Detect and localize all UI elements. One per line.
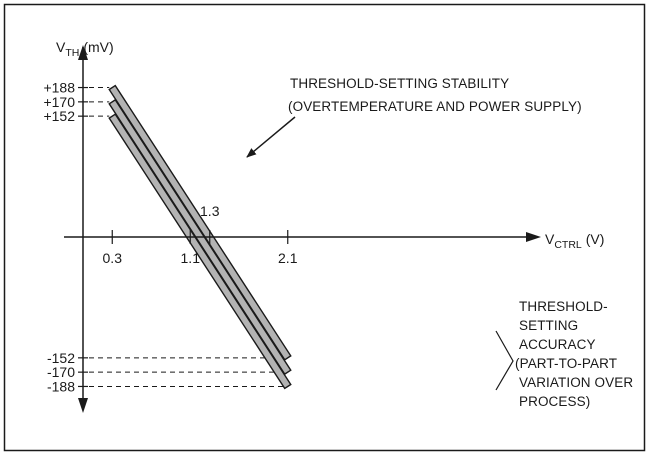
accuracy-annotation-line-5: VARIATION OVER [519,375,633,390]
accuracy-annotation-line-6: PROCESS) [519,394,590,409]
x-tick-label: 2.1 [278,250,298,266]
stability-annotation-line-1: THRESHOLD-SETTING STABILITY [290,76,509,91]
threshold-band-line-3 [108,113,292,390]
stability-annotation: THRESHOLD-SETTING STABILITY (OVERTEMPERA… [246,76,582,158]
y-tick-label: -188 [47,378,75,394]
accuracy-annotation: THRESHOLD- SETTING ACCURACY (PART-TO-PAR… [495,299,633,409]
y-axis-arrow-down [78,398,88,413]
y-tick-label: -170 [47,364,75,380]
y-tick-label: +170 [43,94,75,110]
x-axis-arrow [526,232,541,242]
x-tick-label: 1.1 [181,250,201,266]
x-axis-label: VCTRL (V) [545,231,604,251]
y-tick-label: -152 [47,350,75,366]
stability-pointer-arrow [246,116,296,158]
y-axis-label: VTH (mV) [56,39,114,59]
accuracy-annotation-line-3: ACCURACY [519,337,596,352]
accuracy-annotation-line-1: THRESHOLD- [519,299,608,314]
threshold-band-line-1 [108,84,292,361]
y-axis-arrow-up [78,45,88,60]
y-tick-label: +152 [43,108,75,124]
y-tick-label: +188 [43,80,75,96]
accuracy-annotation-line-4: (PART-TO-PART [515,356,617,371]
accuracy-annotation-line-2: SETTING [519,318,578,333]
x-tick-label: 0.3 [103,250,123,266]
x-annotation-tick-label: 1.3 [200,203,220,219]
stability-annotation-line-2: (OVERTEMPERATURE AND POWER SUPPLY) [288,99,582,114]
chart-border [3,3,646,452]
accuracy-brace [495,330,514,391]
